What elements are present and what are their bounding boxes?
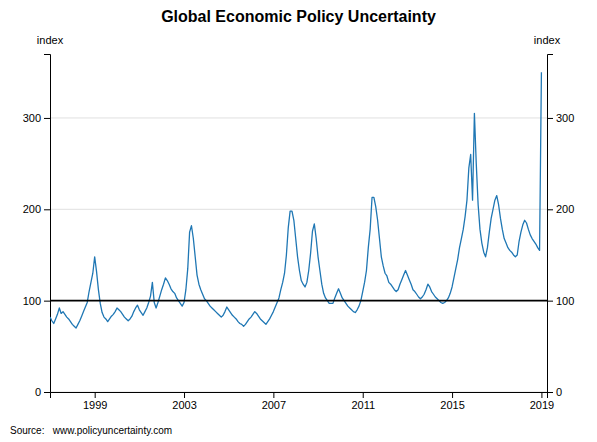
y2-tick: 300 <box>547 112 574 124</box>
y-tick-label: 100 <box>23 295 41 307</box>
y2-tick-label: 100 <box>556 295 574 307</box>
y-tick: 300 <box>23 112 50 124</box>
y-tick: 0 <box>35 386 50 398</box>
y-axis: 0 100 200 300 <box>23 55 51 399</box>
y2-tick-label: 200 <box>556 203 574 215</box>
x-tick-label: 2011 <box>351 399 375 411</box>
y2-tick-mark <box>547 209 553 210</box>
plot-area <box>50 72 547 328</box>
y2-tick: 0 <box>547 386 562 398</box>
y-tick-label: 200 <box>23 203 41 215</box>
y2-tick-mark <box>547 392 553 393</box>
x-tick-mark <box>184 392 185 398</box>
x-tick-mark <box>363 392 364 398</box>
y-axis-label: index <box>37 34 64 46</box>
x-tick: 2015 <box>440 392 464 411</box>
x-tick: 1999 <box>83 392 107 411</box>
x-axis-line <box>51 393 548 399</box>
y-tick-mark <box>44 209 50 210</box>
x-tick-mark <box>95 392 96 398</box>
x-tick: 2007 <box>262 392 286 411</box>
grid-line <box>50 300 547 301</box>
source-note: Source: www.policyuncertainty.com <box>10 425 172 436</box>
y2-axis-label: index <box>534 34 561 46</box>
y2-tick-label: 300 <box>556 112 574 124</box>
y-tick-label: 0 <box>35 386 41 398</box>
x-tick-label: 2019 <box>530 399 554 411</box>
y-tick-mark <box>44 118 50 119</box>
x-tick: 2003 <box>172 392 196 411</box>
grid <box>50 118 547 392</box>
chart: 1999200320072011201520190100200300010020… <box>0 0 597 442</box>
y2-tick-mark <box>547 301 553 302</box>
data-line <box>50 72 541 328</box>
chart-container: 1999200320072011201520190100200300010020… <box>0 0 597 442</box>
y2-tick: 200 <box>547 203 574 215</box>
y-tick: 200 <box>23 203 50 215</box>
y-tick: 100 <box>23 295 50 307</box>
y-tick-mark <box>44 392 50 393</box>
y-tick-mark <box>44 301 50 302</box>
x-tick-mark <box>541 392 542 398</box>
title: Global Economic Policy Uncertainty <box>161 8 436 25</box>
y2-tick: 100 <box>547 295 574 307</box>
grid-line <box>50 117 547 118</box>
x-tick-label: 2003 <box>172 399 196 411</box>
y2-axis-line <box>548 55 554 393</box>
grid-line <box>50 209 547 210</box>
y-tick-label: 300 <box>23 112 41 124</box>
reference-line <box>50 300 547 302</box>
x-axis: 1999 2003 2007 2011 2015 2019 <box>51 392 555 411</box>
x-tick-label: 2007 <box>262 399 286 411</box>
x-tick-label: 1999 <box>83 399 107 411</box>
x-tick-mark <box>273 392 274 398</box>
x-tick: 2019 <box>530 392 554 411</box>
y2-tick-mark <box>547 118 553 119</box>
x-tick: 2011 <box>351 392 375 411</box>
y2-tick-label: 0 <box>556 386 562 398</box>
x-tick-mark <box>452 392 453 398</box>
y-axis-line <box>44 55 51 393</box>
x-tick-label: 2015 <box>440 399 464 411</box>
y2-axis: 0 100 200 300 <box>547 55 574 399</box>
